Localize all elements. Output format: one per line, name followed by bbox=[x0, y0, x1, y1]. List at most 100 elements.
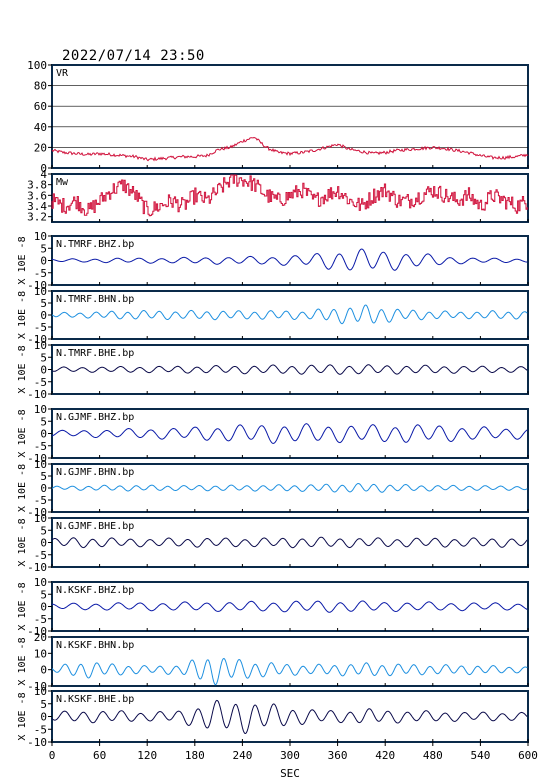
y-tick-label: 4 bbox=[40, 168, 47, 181]
panel-label: N.TMRF.BHZ.bp bbox=[56, 239, 134, 250]
y-tick-label: 10 bbox=[34, 458, 47, 471]
x-tick-label: 120 bbox=[137, 749, 157, 762]
panel-label: N.GJMF.BHZ.bp bbox=[56, 412, 134, 423]
x-tick-label: 600 bbox=[518, 749, 538, 762]
series-line bbox=[51, 536, 528, 549]
unit-label: X 10E -8 bbox=[17, 464, 28, 512]
unit-label: X 10E -8 bbox=[17, 692, 28, 740]
y-tick-label: 10 bbox=[34, 576, 47, 589]
x-tick-label: 240 bbox=[232, 749, 252, 762]
y-tick-label: -5 bbox=[34, 267, 47, 280]
panel-label: N.GJMF.BHN.bp bbox=[56, 467, 134, 478]
panel-label: N.KSKF.BHN.bp bbox=[56, 640, 134, 651]
panel-label: N.GJMF.BHE.bp bbox=[56, 521, 134, 532]
y-tick-label: 0 bbox=[40, 428, 47, 441]
series-line bbox=[51, 174, 528, 217]
y-tick-label: 5 bbox=[40, 524, 47, 537]
y-tick-label: -5 bbox=[34, 723, 47, 736]
y-tick-label: -5 bbox=[34, 376, 47, 389]
series-line bbox=[51, 364, 528, 375]
x-tick-label: 360 bbox=[328, 749, 348, 762]
panel-frame bbox=[51, 64, 529, 169]
y-tick-label: 10 bbox=[34, 403, 47, 416]
series-line bbox=[51, 699, 528, 735]
y-tick-label: 3.2 bbox=[27, 211, 47, 224]
panel-label: N.KSKF.BHZ.bp bbox=[56, 585, 134, 596]
unit-label: X 10E -8 bbox=[17, 409, 28, 457]
series-line bbox=[51, 600, 528, 613]
y-tick-label: 0 bbox=[40, 537, 47, 550]
y-tick-label: 10 bbox=[34, 230, 47, 243]
y-tick-label: 0 bbox=[40, 255, 47, 268]
y-tick-label: 10 bbox=[34, 512, 47, 525]
y-tick-label: 10 bbox=[34, 285, 47, 298]
y-tick-label: 3.4 bbox=[27, 200, 47, 213]
y-tick-label: 10 bbox=[34, 647, 47, 660]
y-tick-label: -10 bbox=[27, 561, 47, 574]
y-tick-label: 5 bbox=[40, 415, 47, 428]
y-tick-label: 5 bbox=[40, 588, 47, 601]
y-tick-label: 0 bbox=[40, 664, 47, 677]
y-tick-label: -5 bbox=[34, 494, 47, 507]
x-tick-label: 180 bbox=[185, 749, 205, 762]
unit-label: X 10E -8 bbox=[17, 518, 28, 566]
y-tick-label: 10 bbox=[34, 685, 47, 698]
y-tick-label: 5 bbox=[40, 297, 47, 310]
y-tick-label: 80 bbox=[34, 80, 47, 93]
y-tick-label: -10 bbox=[27, 736, 47, 749]
y-tick-label: -10 bbox=[27, 279, 47, 292]
y-tick-label: -5 bbox=[34, 549, 47, 562]
y-tick-label: -10 bbox=[27, 452, 47, 465]
x-axis-title: SEC bbox=[280, 767, 300, 780]
y-tick-label: -10 bbox=[27, 680, 47, 693]
x-tick-label: 420 bbox=[375, 749, 395, 762]
series-line bbox=[51, 423, 528, 444]
y-tick-label: 5 bbox=[40, 351, 47, 364]
y-tick-label: -10 bbox=[27, 625, 47, 638]
unit-label: X 10E -8 bbox=[17, 637, 28, 685]
y-tick-label: 5 bbox=[40, 242, 47, 255]
unit-label: X 10E -8 bbox=[17, 236, 28, 284]
series-line bbox=[51, 248, 528, 271]
y-tick-label: 10 bbox=[34, 339, 47, 352]
y-tick-label: 3.8 bbox=[27, 179, 47, 192]
panel-label: N.TMRF.BHN.bp bbox=[56, 294, 134, 305]
y-tick-label: -10 bbox=[27, 333, 47, 346]
series-line bbox=[51, 482, 528, 493]
y-tick-label: 0 bbox=[40, 309, 47, 322]
y-tick-label: 0 bbox=[40, 364, 47, 377]
y-tick-label: 0 bbox=[40, 711, 47, 724]
x-tick-label: 0 bbox=[49, 749, 56, 762]
unit-label: X 10E -8 bbox=[17, 345, 28, 393]
x-tick-label: 480 bbox=[423, 749, 443, 762]
y-tick-label: -5 bbox=[34, 321, 47, 334]
y-tick-label: 20 bbox=[34, 631, 47, 644]
panel-label: VR bbox=[56, 68, 69, 79]
y-tick-label: 60 bbox=[34, 100, 47, 113]
page-title: 2022/07/14 23:50 bbox=[62, 48, 205, 64]
y-tick-label: -5 bbox=[34, 440, 47, 453]
y-tick-label: 40 bbox=[34, 121, 47, 134]
series-line bbox=[51, 657, 528, 686]
y-tick-label: 5 bbox=[40, 698, 47, 711]
y-tick-label: 5 bbox=[40, 470, 47, 483]
unit-label: X 10E -8 bbox=[17, 582, 28, 630]
x-tick-label: 300 bbox=[280, 749, 300, 762]
panel-label: N.TMRF.BHE.bp bbox=[56, 348, 134, 359]
series-line bbox=[51, 304, 528, 325]
panel-label: Mw bbox=[56, 177, 69, 188]
x-tick-label: 540 bbox=[470, 749, 490, 762]
y-tick-label: 100 bbox=[27, 59, 47, 72]
y-tick-label: 0 bbox=[40, 162, 47, 175]
y-tick-label: -10 bbox=[27, 506, 47, 519]
y-tick-label: 0 bbox=[40, 601, 47, 614]
panel-label: N.KSKF.BHE.bp bbox=[56, 694, 134, 705]
y-tick-label: -10 bbox=[27, 388, 47, 401]
y-tick-label: 20 bbox=[34, 141, 47, 154]
unit-label: X 10E -8 bbox=[17, 291, 28, 339]
x-tick-label: 60 bbox=[93, 749, 106, 762]
y-tick-label: 0 bbox=[40, 482, 47, 495]
series-line bbox=[51, 136, 529, 162]
y-tick-label: 3.6 bbox=[27, 189, 47, 202]
